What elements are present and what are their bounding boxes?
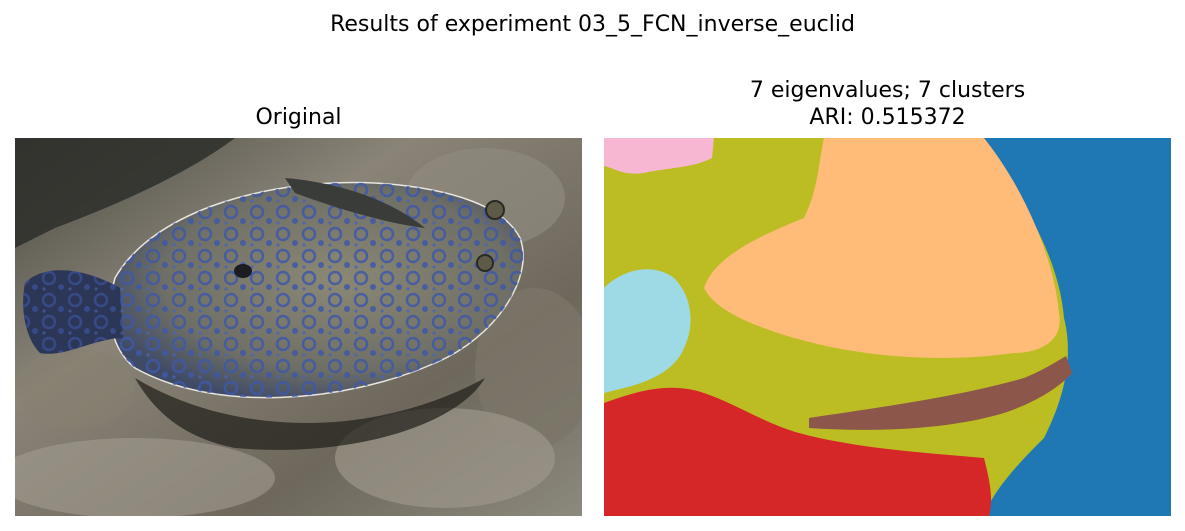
cluster-blue-region — [979, 138, 1171, 516]
original-panel-title: Original — [255, 105, 342, 130]
segmentation-title-line2: ARI: 0.515372 — [809, 105, 966, 130]
cluster-orange-region — [704, 138, 1060, 358]
segmentation-image — [604, 138, 1171, 516]
cluster-map — [604, 138, 1171, 516]
flounder-photo — [15, 138, 582, 516]
cluster-cyan-region — [604, 269, 691, 393]
cluster-pink-region — [604, 138, 714, 174]
cluster-red-region — [604, 387, 992, 516]
segmentation-panel-title: 7 eigenvalues; 7 clusters ARI: 0.515372 — [604, 77, 1171, 131]
segmentation-title-line1: 7 eigenvalues; 7 clusters — [749, 78, 1026, 103]
figure-suptitle: Results of experiment 03_5_FCN_inverse_e… — [330, 12, 855, 37]
original-image — [15, 138, 582, 516]
cluster-brown-region — [809, 356, 1072, 430]
